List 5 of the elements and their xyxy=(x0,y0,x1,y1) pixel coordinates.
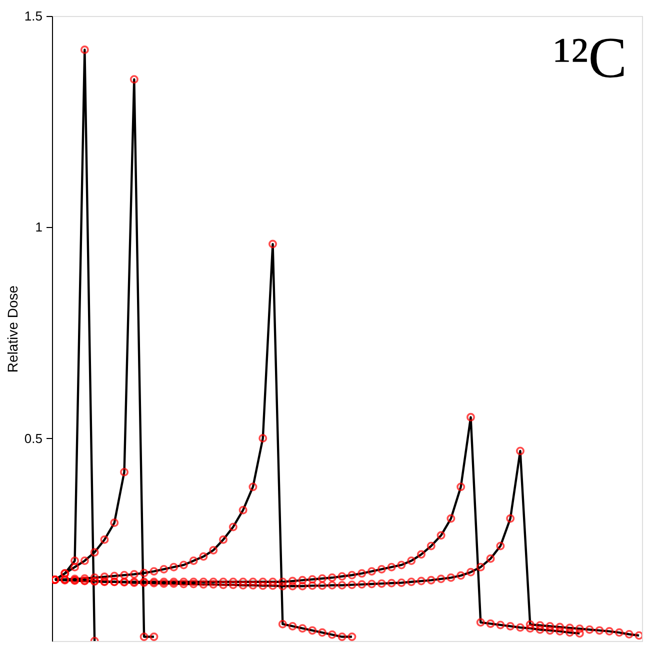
y-axis-title: Relative Dose xyxy=(4,285,20,373)
y-tick-label: 1.5 xyxy=(24,8,42,24)
y-tick-label: 1 xyxy=(35,220,42,235)
annotation: ¹²C xyxy=(554,25,627,90)
y-tick-label: 0.5 xyxy=(24,430,42,446)
